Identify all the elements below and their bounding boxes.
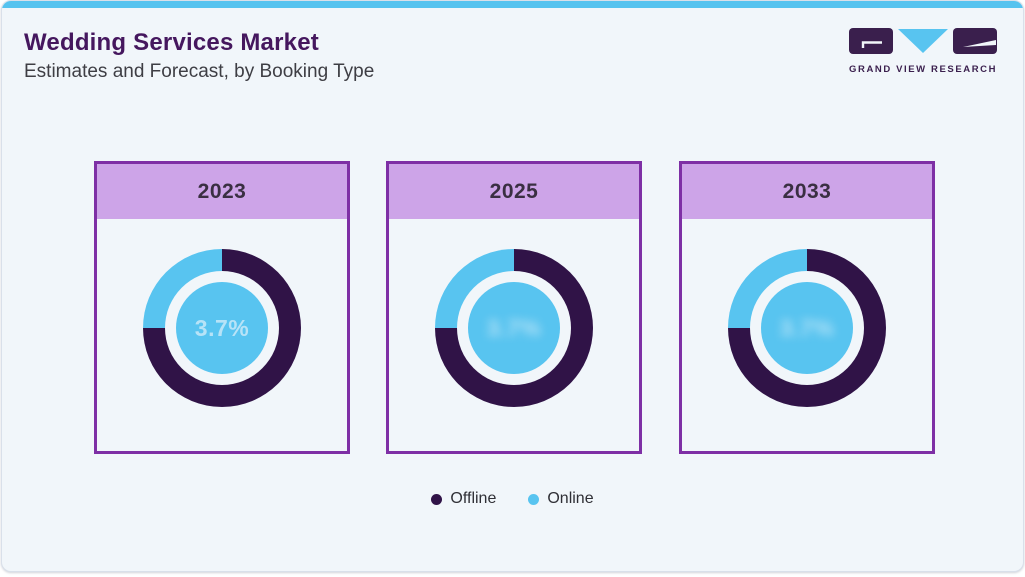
year-card-2033: 2033 3.7% — [679, 161, 935, 454]
page-subtitle: Estimates and Forecast, by Booking Type — [24, 61, 375, 82]
donut-center-circle: 3.7% — [761, 282, 853, 374]
year-card-2025: 2025 3.7% — [386, 161, 642, 454]
top-accent-bar — [2, 1, 1023, 8]
donut-chart-2025: 3.7% — [435, 249, 593, 407]
donut-center-value: 3.7% — [486, 314, 542, 341]
donut-hole: 3.7% — [165, 271, 279, 385]
legend-label-offline: Offline — [450, 490, 497, 507]
logo-text: GRAND VIEW RESEARCH — [849, 64, 998, 75]
donut-center-value: 3.7% — [779, 314, 835, 341]
year-card-2025-body: 3.7% — [389, 219, 639, 451]
year-card-2033-header: 2033 — [682, 164, 932, 219]
donut-hole: 3.7% — [457, 271, 571, 385]
chart-legend: Offline Online — [2, 490, 1023, 508]
year-card-2023: 2023 3.7% — [94, 161, 350, 454]
online-legend-dot-icon — [528, 493, 540, 505]
legend-item-offline: Offline — [431, 490, 496, 508]
year-card-2023-header: 2023 — [97, 164, 347, 219]
grand-view-research-logo: GRAND VIEW RESEARCH — [849, 27, 997, 75]
page-title: Wedding Services Market — [24, 29, 319, 56]
donut-hole: 3.7% — [750, 271, 864, 385]
legend-item-online: Online — [528, 490, 594, 508]
legend-label-online: Online — [547, 490, 594, 507]
gvr-logo-icon — [849, 28, 997, 54]
year-card-2033-body: 3.7% — [682, 219, 932, 451]
year-card-2023-body: 3.7% — [97, 219, 347, 451]
donut-center-value: 3.7% — [194, 314, 250, 341]
offline-legend-dot-icon — [431, 493, 443, 505]
donut-chart-2023: 3.7% — [143, 249, 301, 407]
donut-center-circle: 3.7% — [468, 282, 560, 374]
donut-center-circle: 3.7% — [176, 282, 268, 374]
year-card-2025-header: 2025 — [389, 164, 639, 219]
donut-chart-2033: 3.7% — [728, 249, 886, 407]
